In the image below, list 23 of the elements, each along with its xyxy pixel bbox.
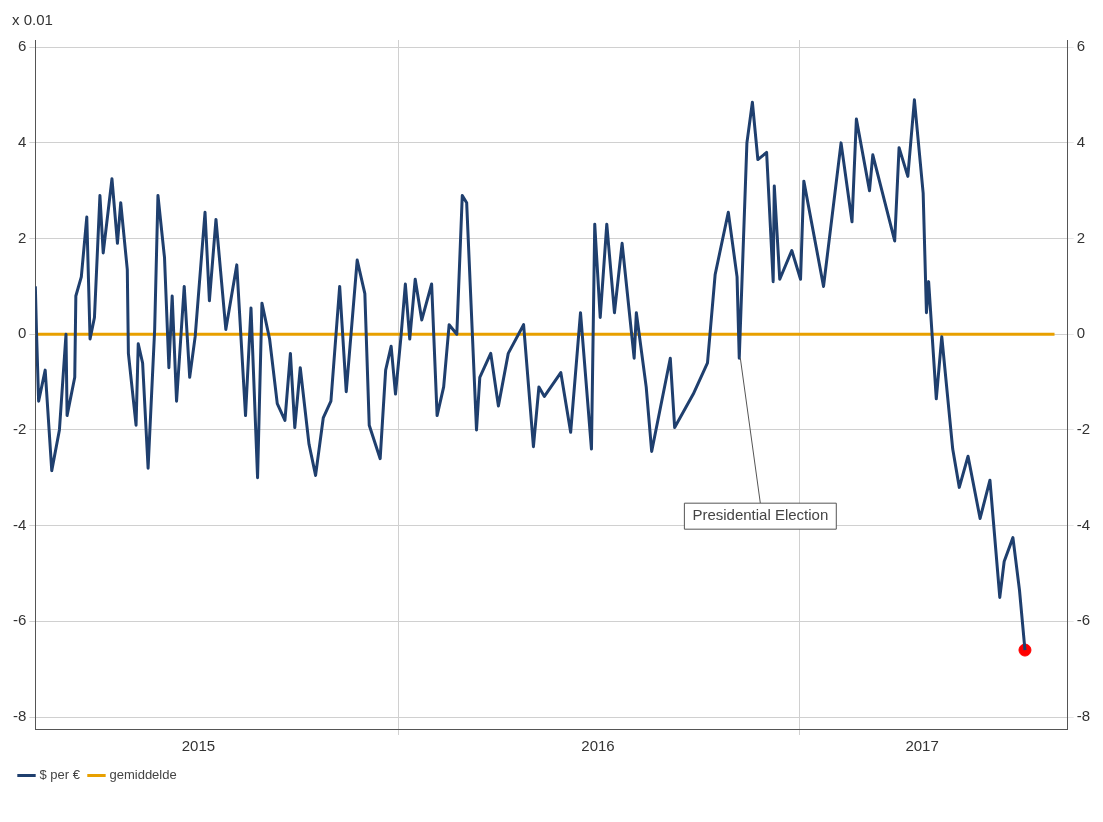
y-tick-label: -2	[12, 420, 27, 438]
y-tick-label: 6	[17, 37, 27, 55]
y2-tick-label: 6	[1076, 37, 1086, 55]
y2-tick-label: 4	[1076, 133, 1086, 151]
y-tick-label: 0	[17, 324, 27, 342]
y2-tick-label: 0	[1076, 324, 1086, 342]
x-tick-label: 2016	[581, 737, 615, 755]
y-tick-label: -6	[12, 611, 27, 629]
annotation: Presidential Election	[692, 506, 829, 524]
legend-label: $ per €	[39, 767, 81, 783]
legend-label: gemiddelde	[109, 767, 177, 783]
y-tick-label: 4	[17, 133, 27, 151]
y2-tick-label: -8	[1076, 707, 1091, 725]
y-tick-label: 2	[17, 228, 27, 246]
y-tick-label: -8	[12, 707, 27, 725]
y2-tick-label: -2	[1076, 420, 1091, 438]
y2-tick-label: -4	[1076, 515, 1091, 533]
x-tick-label: 2015	[181, 737, 216, 755]
y-tick-label: -4	[12, 515, 27, 533]
y2-tick-label: 2	[1076, 228, 1086, 246]
y2-tick-label: -6	[1076, 611, 1091, 629]
x-tick-label: 2017	[905, 737, 939, 755]
y-axis-title: x 0.01	[12, 10, 53, 28]
